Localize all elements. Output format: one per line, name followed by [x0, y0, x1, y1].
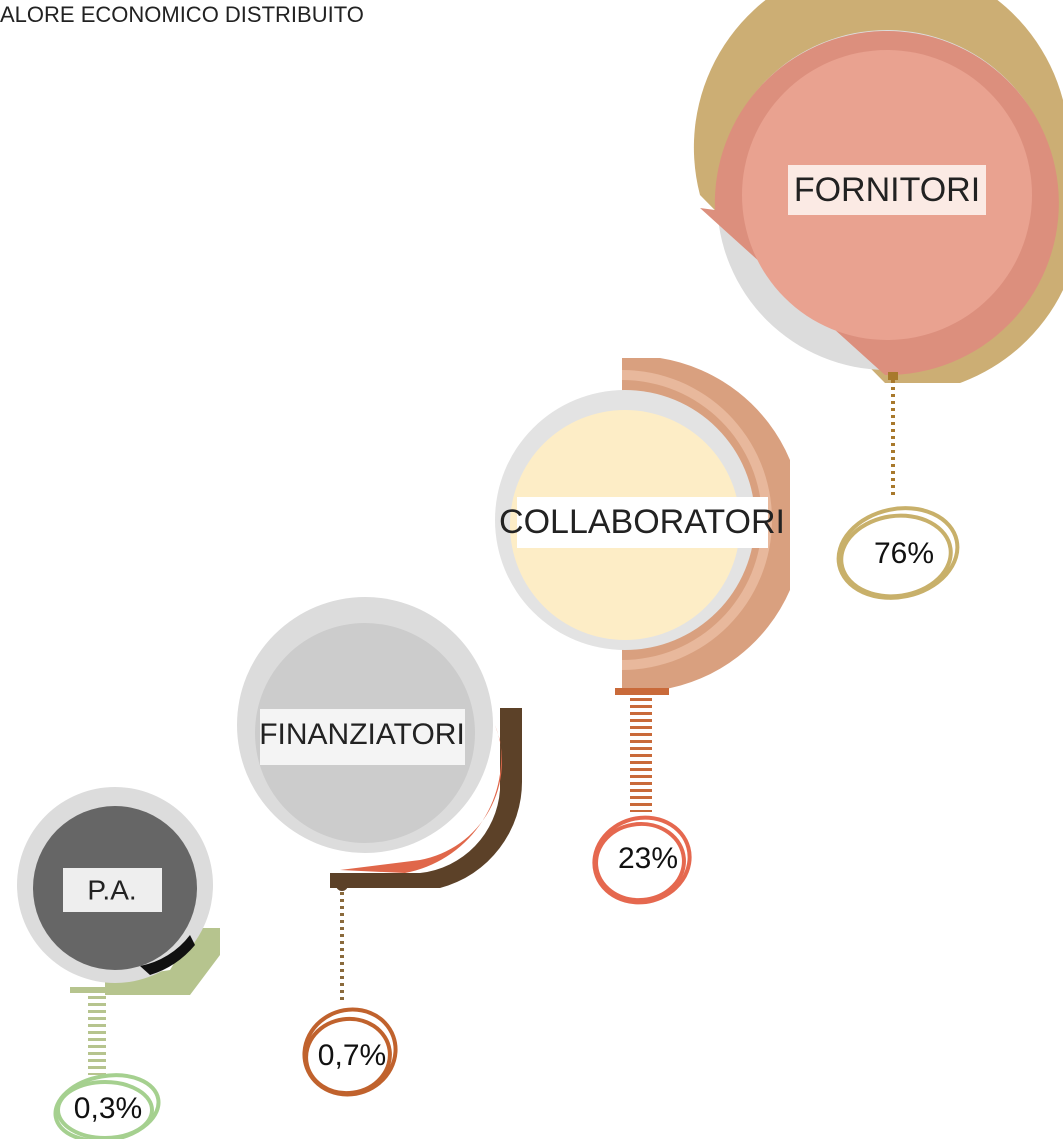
page: {"title": "ALORE ECONOMICO DISTRIBUITO",… [0, 0, 1063, 1139]
item-collaboratori: COLLABORATORI 23% [495, 358, 790, 913]
item-value: 0,7% [318, 1039, 386, 1072]
title: ALORE ECONOMICO DISTRIBUITO [0, 2, 364, 27]
item-label: P.A. [87, 874, 136, 905]
item-value: 76% [874, 537, 934, 570]
item-value: 0,3% [74, 1092, 142, 1125]
item-label: COLLABORATORI [499, 503, 785, 541]
connector [888, 372, 898, 380]
item-finanziatori: FINANZIATORI 0,7% [237, 597, 522, 1107]
connector [70, 987, 125, 993]
item-pa: P.A. 0,3% [17, 787, 220, 1139]
item-label: FINANZIATORI [259, 718, 465, 751]
infographic: ALORE ECONOMICO DISTRIBUITO FORNITORI 76… [0, 0, 1063, 1139]
connector [336, 879, 348, 891]
connector [615, 688, 669, 695]
item-value: 23% [618, 842, 678, 875]
item-label: FORNITORI [794, 171, 980, 209]
